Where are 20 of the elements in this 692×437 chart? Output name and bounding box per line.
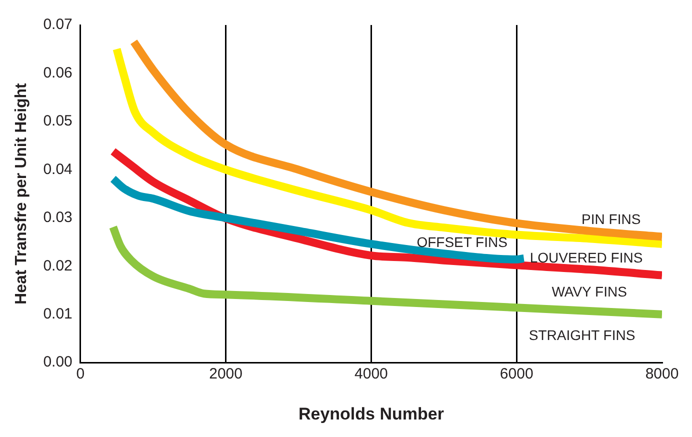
y-tick-label: 0.07 xyxy=(43,16,72,34)
series-label: WAVY FINS xyxy=(552,284,627,300)
series-label: PIN FINS xyxy=(582,211,641,228)
y-tick-label: 0.05 xyxy=(43,112,72,130)
x-tick-label: 8000 xyxy=(645,366,679,383)
x-tick-label: 0 xyxy=(76,366,85,383)
y-tick-label: 0.03 xyxy=(43,209,72,226)
x-tick-label: 4000 xyxy=(354,366,388,383)
x-tick-label: 2000 xyxy=(209,366,242,383)
y-tick-label: 0.00 xyxy=(43,354,72,371)
x-tick-label: 6000 xyxy=(500,366,534,383)
series-label: OFFSET FINS xyxy=(416,234,508,250)
y-tick-label: 0.06 xyxy=(43,64,72,82)
series-label: STRAIGHT FINS xyxy=(528,326,636,343)
y-axis-title: Heat Transfre per Unit Height xyxy=(13,82,30,304)
y-tick-label: 0.02 xyxy=(43,257,72,274)
series-label: LOUVERED FINS xyxy=(530,249,643,266)
y-tick-label: 0.04 xyxy=(43,160,72,178)
y-tick-label: 0.01 xyxy=(43,306,72,323)
x-axis-title: Reynolds Number xyxy=(298,404,444,424)
